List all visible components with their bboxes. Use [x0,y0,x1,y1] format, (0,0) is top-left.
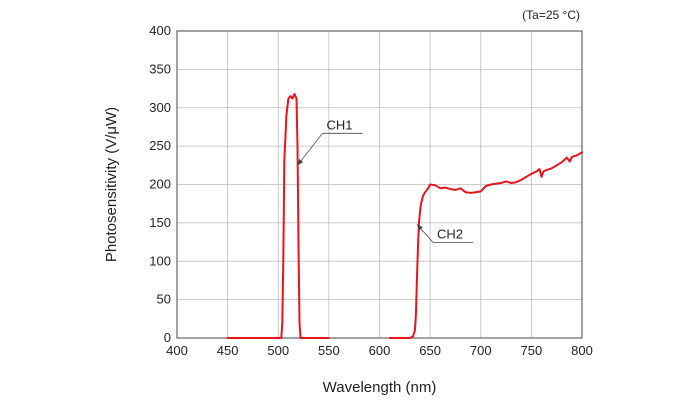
plot-frame [176,30,583,339]
y-tick-label: 350 [149,61,171,76]
series-layer [226,92,583,339]
x-axis-ticks: 400 450 500 550 600 650 700 750 800 [166,343,593,358]
y-tick-label: 400 [149,23,171,38]
x-tick-label: 400 [166,343,188,358]
x-tick-label: 600 [369,343,391,358]
x-tick-label: 450 [217,343,239,358]
measurement-condition: (Ta=25 °C) [522,8,580,22]
grid [177,31,582,338]
series-line-ch2 [388,151,583,339]
annotation-label-ch2: CH2 [437,226,463,241]
y-tick-label: 100 [149,253,171,268]
x-tick-label: 750 [521,343,543,358]
x-tick-label: 650 [419,343,441,358]
annotation-leader [297,133,323,166]
annotation-arrowhead [416,224,423,231]
y-tick-label: 300 [149,100,171,115]
x-tick-label: 800 [571,343,593,358]
y-tick-label: 150 [149,215,171,230]
annotations: CH1 CH2 [297,117,473,243]
y-tick-label: 200 [149,177,171,192]
y-axis-title: Photosensitivity (V/μW) [103,107,120,262]
x-tick-label: 700 [470,343,492,358]
y-axis-ticks: 0 50 100 150 200 250 300 350 400 [149,23,171,345]
x-tick-label: 550 [318,343,340,358]
y-tick-label: 50 [157,292,171,307]
series-line-ch1 [226,92,330,339]
annotation-label-ch1: CH1 [326,117,352,132]
y-tick-label: 250 [149,138,171,153]
x-axis-title: Wavelength (nm) [323,379,437,396]
annotation-arrowhead [297,159,304,166]
x-tick-label: 500 [267,343,289,358]
y-tick-label: 0 [164,330,171,345]
